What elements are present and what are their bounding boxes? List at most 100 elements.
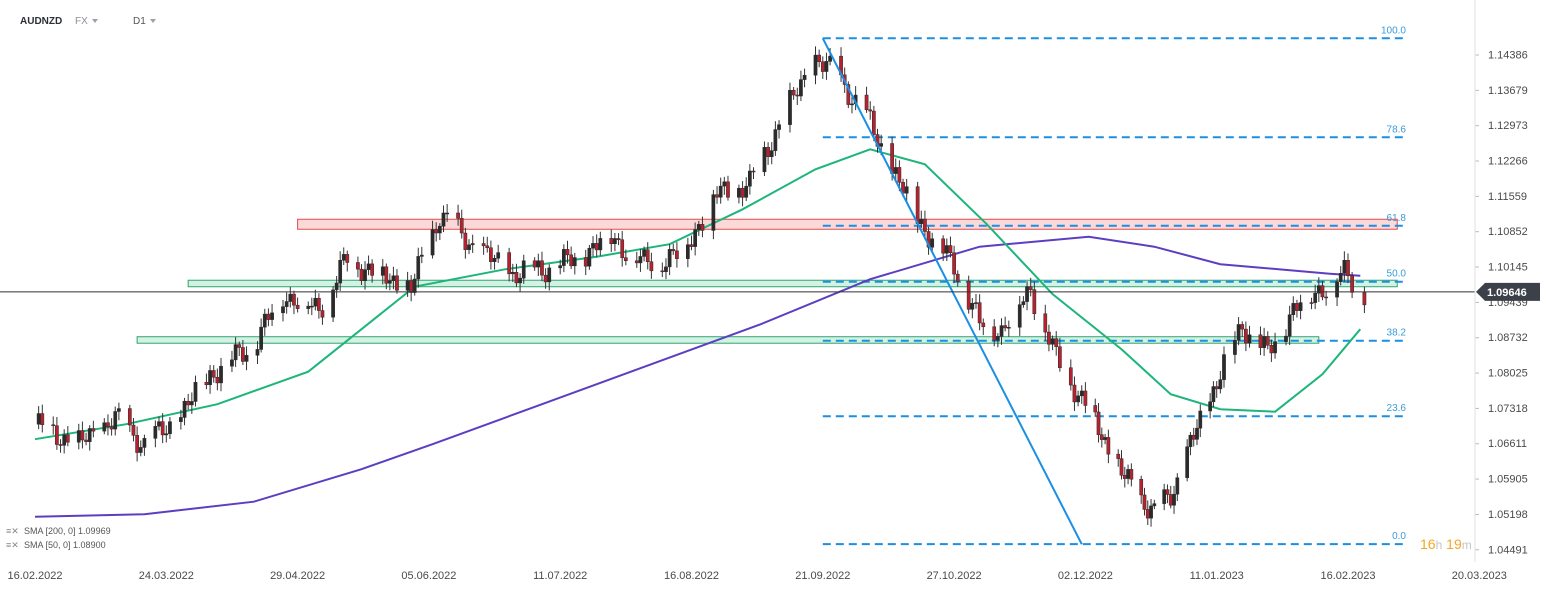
candle[interactable]: [1172, 493, 1176, 506]
candle[interactable]: [456, 212, 460, 219]
market-selector[interactable]: FX: [75, 16, 98, 27]
candle[interactable]: [320, 310, 325, 318]
candle[interactable]: [1145, 509, 1150, 519]
candle[interactable]: [740, 187, 745, 198]
candle[interactable]: [693, 229, 697, 247]
candle[interactable]: [1284, 335, 1288, 342]
candle[interactable]: [999, 325, 1004, 337]
candle[interactable]: [696, 224, 701, 230]
candle[interactable]: [142, 438, 147, 448]
zone-resistance-0[interactable]: [297, 218, 1398, 230]
candle[interactable]: [1093, 405, 1098, 413]
candle[interactable]: [1269, 344, 1274, 354]
candle[interactable]: [1165, 489, 1170, 495]
candle[interactable]: [1185, 446, 1190, 478]
candle[interactable]: [561, 249, 566, 266]
candle[interactable]: [1076, 395, 1080, 403]
candle[interactable]: [1175, 477, 1180, 495]
candle[interactable]: [485, 245, 490, 249]
candle[interactable]: [334, 282, 339, 291]
candle[interactable]: [744, 185, 749, 198]
zone-support-1[interactable]: [187, 279, 1398, 288]
candle[interactable]: [1050, 338, 1055, 345]
candle[interactable]: [359, 268, 364, 281]
candle[interactable]: [864, 94, 869, 111]
candle[interactable]: [594, 243, 599, 251]
candle[interactable]: [1214, 386, 1219, 390]
candle[interactable]: [1262, 336, 1266, 348]
candle[interactable]: [609, 238, 614, 245]
candle[interactable]: [1103, 437, 1107, 440]
candle[interactable]: [846, 84, 851, 105]
candle[interactable]: [481, 243, 486, 247]
candle[interactable]: [977, 302, 982, 324]
candle[interactable]: [893, 167, 898, 174]
candle[interactable]: [613, 238, 617, 245]
candle[interactable]: [1191, 434, 1196, 440]
candle[interactable]: [1188, 434, 1193, 448]
candle[interactable]: [363, 269, 367, 281]
candle[interactable]: [558, 265, 563, 269]
candle[interactable]: [295, 304, 300, 309]
candle[interactable]: [1032, 289, 1037, 314]
candle[interactable]: [1208, 401, 1212, 412]
candle[interactable]: [1198, 410, 1203, 429]
candle[interactable]: [164, 433, 169, 436]
candle[interactable]: [981, 322, 986, 328]
candle[interactable]: [1342, 260, 1347, 274]
candle[interactable]: [1106, 437, 1111, 455]
candle[interactable]: [944, 245, 949, 254]
candle[interactable]: [1168, 494, 1173, 506]
candle[interactable]: [802, 75, 807, 80]
candle[interactable]: [496, 252, 501, 259]
candle[interactable]: [463, 232, 468, 250]
candle[interactable]: [430, 229, 435, 256]
candle[interactable]: [507, 252, 511, 275]
candle[interactable]: [824, 61, 829, 72]
candle[interactable]: [634, 260, 639, 264]
candle[interactable]: [366, 263, 371, 270]
legend-sma50[interactable]: ≡✕ SMA [50, 0] 1.08900: [6, 540, 106, 551]
candle[interactable]: [1362, 292, 1367, 306]
candle[interactable]: [434, 229, 439, 234]
candle[interactable]: [288, 293, 293, 302]
candle[interactable]: [514, 272, 519, 284]
candle[interactable]: [766, 147, 770, 157]
candle[interactable]: [915, 186, 920, 224]
candle[interactable]: [84, 439, 88, 442]
candle[interactable]: [204, 382, 209, 386]
candle[interactable]: [1099, 434, 1104, 440]
candle[interactable]: [620, 239, 625, 258]
candle[interactable]: [1338, 273, 1343, 282]
candle[interactable]: [138, 447, 143, 453]
candle[interactable]: [1350, 275, 1354, 293]
candle[interactable]: [345, 254, 350, 263]
candle[interactable]: [313, 297, 318, 307]
candle[interactable]: [795, 94, 800, 97]
candle[interactable]: [237, 344, 242, 348]
candle[interactable]: [405, 280, 410, 291]
candle[interactable]: [1291, 303, 1296, 315]
candle[interactable]: [1028, 286, 1033, 290]
candle[interactable]: [370, 263, 374, 276]
settings-close-icon[interactable]: ≡✕: [6, 526, 19, 536]
candle[interactable]: [1122, 475, 1127, 479]
settings-close-icon[interactable]: ≡✕: [6, 540, 19, 550]
candle[interactable]: [645, 249, 650, 262]
candle[interactable]: [1335, 281, 1339, 298]
candle[interactable]: [437, 225, 442, 234]
candle[interactable]: [215, 376, 220, 384]
candle[interactable]: [266, 313, 271, 320]
candle[interactable]: [1058, 346, 1062, 368]
candle[interactable]: [769, 150, 774, 157]
candle[interactable]: [1273, 341, 1277, 354]
candle[interactable]: [700, 224, 705, 231]
candle[interactable]: [974, 302, 978, 304]
candle[interactable]: [879, 143, 884, 147]
candle[interactable]: [182, 400, 187, 418]
candle[interactable]: [1247, 334, 1252, 344]
candle[interactable]: [1025, 286, 1029, 302]
candle[interactable]: [160, 421, 165, 436]
candle[interactable]: [80, 430, 85, 441]
candle[interactable]: [388, 280, 392, 284]
